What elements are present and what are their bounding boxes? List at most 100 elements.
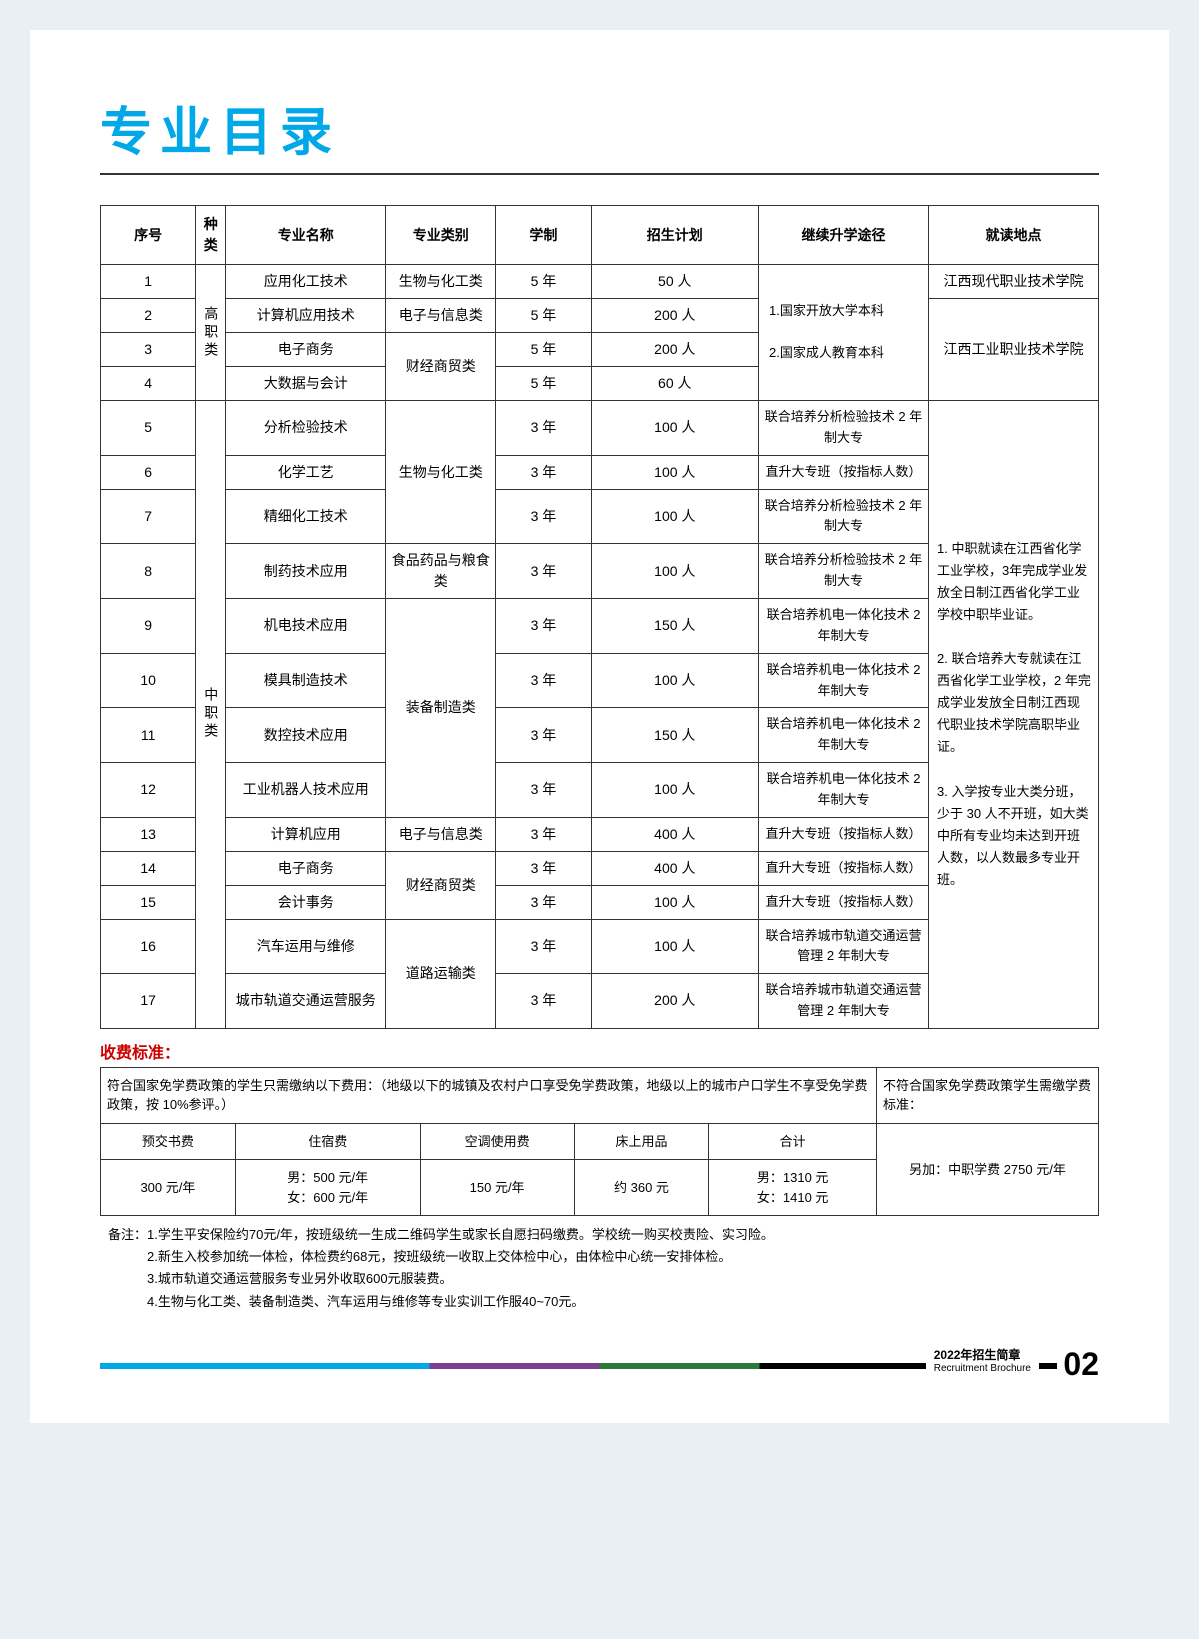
cell-major: 工业机器人技术应用 xyxy=(226,762,386,817)
cell-plan: 400 人 xyxy=(591,851,758,885)
footer-cn: 2022年招生简章 xyxy=(934,1348,1031,1362)
cell-major: 电子商务 xyxy=(226,851,386,885)
cell-dur: 5 年 xyxy=(496,333,591,367)
cell-major: 电子商务 xyxy=(226,333,386,367)
cell-type: 电子与信息类 xyxy=(386,817,496,851)
cell-pathway: 直升大专班（按指标人数） xyxy=(759,885,929,919)
cell-pathway: 直升大专班（按指标人数） xyxy=(759,455,929,489)
cell-dur: 5 年 xyxy=(496,367,591,401)
fee-policy: 符合国家免学费政策的学生只需缴纳以下费用：（地级以下的城镇及农村户口享受免学费政… xyxy=(101,1067,877,1123)
cell-dur: 5 年 xyxy=(496,265,591,299)
cell-pathway: 联合培养城市轨道交通运营管理 2 年制大专 xyxy=(759,974,929,1029)
cell-plan: 100 人 xyxy=(591,919,758,974)
fee-total: 男：1310 元 女：1410 元 xyxy=(709,1160,877,1216)
cell-dur: 3 年 xyxy=(496,544,591,599)
cell-plan: 60 人 xyxy=(591,367,758,401)
cell-major: 计算机应用 xyxy=(226,817,386,851)
cell-dur: 3 年 xyxy=(496,851,591,885)
cell-dur: 3 年 xyxy=(496,401,591,456)
fee-bed: 约 360 元 xyxy=(574,1160,709,1216)
cell-category: 中职类 xyxy=(196,401,226,1029)
cell-major: 模具制造技术 xyxy=(226,653,386,708)
cell-loc: 江西现代职业技术学院 xyxy=(929,265,1099,299)
page: 专业目录 序号 种类 专业名称 专业类别 学制 招生计划 继续升学途径 就读地点… xyxy=(30,30,1169,1423)
cell-no: 14 xyxy=(101,851,196,885)
cell-plan: 100 人 xyxy=(591,489,758,544)
cell-no: 2 xyxy=(101,299,196,333)
cell-pathway: 联合培养机电一体化技术 2 年制大专 xyxy=(759,599,929,654)
cell-pathway: 联合培养机电一体化技术 2 年制大专 xyxy=(759,762,929,817)
fee-h-total: 合计 xyxy=(709,1123,877,1160)
table-row: 1 高职类 应用化工技术 生物与化工类 5 年 50 人 1.国家开放大学本科 … xyxy=(101,265,1099,299)
fee-ac: 150 元/年 xyxy=(420,1160,574,1216)
cell-no: 1 xyxy=(101,265,196,299)
cell-plan: 100 人 xyxy=(591,653,758,708)
col-type: 专业类别 xyxy=(386,206,496,265)
fee-h-bed: 床上用品 xyxy=(574,1123,709,1160)
cell-no: 17 xyxy=(101,974,196,1029)
cell-plan: 200 人 xyxy=(591,974,758,1029)
cell-no: 7 xyxy=(101,489,196,544)
fee-right-bottom: 另加：中职学费 2750 元/年 xyxy=(876,1123,1098,1216)
cell-dur: 3 年 xyxy=(496,455,591,489)
cell-pathway: 联合培养分析检验技术 2 年制大专 xyxy=(759,401,929,456)
cell-major: 城市轨道交通运营服务 xyxy=(226,974,386,1029)
cell-no: 15 xyxy=(101,885,196,919)
cell-major: 制药技术应用 xyxy=(226,544,386,599)
cell-major: 化学工艺 xyxy=(226,455,386,489)
cell-dur: 3 年 xyxy=(496,885,591,919)
table-row: 5 中职类 分析检验技术 生物与化工类 3 年 100 人 联合培养分析检验技术… xyxy=(101,401,1099,456)
cell-loc: 1. 中职就读在江西省化学工业学校，3年完成学业发放全日制江西省化学工业学校中职… xyxy=(929,401,1099,1029)
cell-no: 13 xyxy=(101,817,196,851)
cell-dur: 3 年 xyxy=(496,919,591,974)
cell-no: 9 xyxy=(101,599,196,654)
cell-type: 财经商贸类 xyxy=(386,851,496,919)
footer-en: Recruitment Brochure xyxy=(934,1363,1031,1375)
cell-plan: 150 人 xyxy=(591,708,758,763)
cell-dur: 3 年 xyxy=(496,762,591,817)
cell-type: 电子与信息类 xyxy=(386,299,496,333)
cell-loc: 江西工业职业技术学院 xyxy=(929,299,1099,401)
note-2: 2.新生入校参加统一体检，体检费约68元，按班级统一收取上交体检中心，由体检中心… xyxy=(147,1249,731,1264)
cell-pathway: 联合培养分析检验技术 2 年制大专 xyxy=(759,489,929,544)
cell-major: 计算机应用技术 xyxy=(226,299,386,333)
cell-dur: 3 年 xyxy=(496,817,591,851)
fee-title: 收费标准： xyxy=(100,1039,1099,1063)
cell-plan: 200 人 xyxy=(591,333,758,367)
cell-plan: 100 人 xyxy=(591,401,758,456)
cell-type: 生物与化工类 xyxy=(386,401,496,544)
note-4: 4.生物与化工类、装备制造类、汽车运用与维修等专业实训工作服40~70元。 xyxy=(147,1294,584,1309)
cell-dur: 3 年 xyxy=(496,653,591,708)
cell-plan: 100 人 xyxy=(591,762,758,817)
cell-type: 道路运输类 xyxy=(386,919,496,1028)
cell-major: 分析检验技术 xyxy=(226,401,386,456)
cell-type: 生物与化工类 xyxy=(386,265,496,299)
cell-dur: 3 年 xyxy=(496,489,591,544)
cell-category: 高职类 xyxy=(196,265,226,401)
cell-no: 11 xyxy=(101,708,196,763)
cell-pathway: 1.国家开放大学本科 2.国家成人教育本科 xyxy=(759,265,929,401)
fee-book: 300 元/年 xyxy=(101,1160,236,1216)
cell-major: 数控技术应用 xyxy=(226,708,386,763)
cell-type: 装备制造类 xyxy=(386,599,496,817)
cell-plan: 100 人 xyxy=(591,455,758,489)
cell-plan: 100 人 xyxy=(591,885,758,919)
note-3: 3.城市轨道交通运营服务专业另外收取600元服装费。 xyxy=(147,1271,453,1286)
cell-major: 会计事务 xyxy=(226,885,386,919)
cell-major: 大数据与会计 xyxy=(226,367,386,401)
note-1: 1.学生平安保险约70元/年，按班级统一生成二维码学生或家长自愿扫码缴费。学校统… xyxy=(147,1227,774,1242)
cell-pathway: 联合培养分析检验技术 2 年制大专 xyxy=(759,544,929,599)
cell-no: 4 xyxy=(101,367,196,401)
cell-major: 机电技术应用 xyxy=(226,599,386,654)
majors-table: 序号 种类 专业名称 专业类别 学制 招生计划 继续升学途径 就读地点 1 高职… xyxy=(100,205,1099,1029)
cell-no: 6 xyxy=(101,455,196,489)
table-row: 预交书费 住宿费 空调使用费 床上用品 合计 另加：中职学费 2750 元/年 xyxy=(101,1123,1099,1160)
col-major: 专业名称 xyxy=(226,206,386,265)
cell-no: 16 xyxy=(101,919,196,974)
footer: 2022年招生简章 Recruitment Brochure 02 xyxy=(100,1343,1099,1383)
cell-dur: 5 年 xyxy=(496,299,591,333)
col-no: 序号 xyxy=(101,206,196,265)
col-path: 继续升学途径 xyxy=(759,206,929,265)
cell-no: 12 xyxy=(101,762,196,817)
cell-pathway: 联合培养城市轨道交通运营管理 2 年制大专 xyxy=(759,919,929,974)
